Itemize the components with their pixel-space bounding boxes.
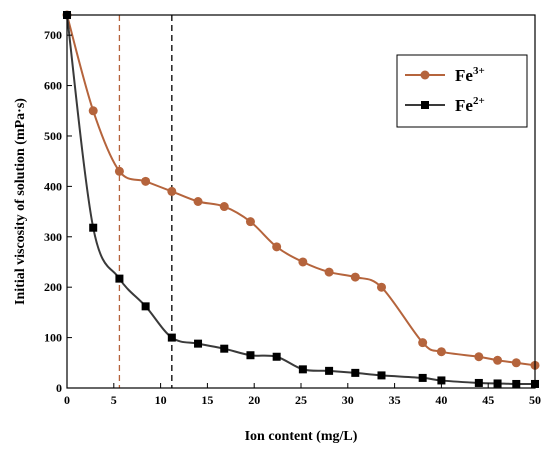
data-point [418, 373, 427, 382]
legend-marker [420, 70, 430, 80]
x-tick-label: 35 [389, 393, 401, 407]
x-axis-title: Ion content (mg/L) [245, 429, 358, 444]
data-point [298, 257, 308, 267]
data-point [493, 355, 503, 365]
data-point [377, 371, 386, 380]
legend-box [396, 54, 528, 128]
y-tick-label: 700 [44, 28, 62, 42]
x-tick-label: 20 [248, 393, 260, 407]
data-point [245, 217, 255, 227]
data-point [272, 242, 282, 252]
data-point [246, 351, 255, 360]
data-point [418, 338, 428, 348]
x-tick-label: 5 [111, 393, 117, 407]
data-point [474, 378, 483, 387]
y-tick-label: 300 [44, 230, 62, 244]
y-axis-title: Initial viscosity of solution (mPa·s) [13, 98, 28, 305]
x-tick-label: 0 [64, 393, 70, 407]
data-point [88, 106, 98, 116]
x-tick-label: 15 [201, 393, 213, 407]
series-layer [62, 10, 540, 388]
data-point [474, 352, 484, 362]
legend-marker [421, 101, 429, 109]
legend-label-sup: 3+ [473, 65, 485, 77]
data-point [325, 366, 334, 375]
legend-label-sup: 2+ [473, 95, 485, 107]
data-point [376, 282, 386, 292]
data-point [193, 197, 203, 206]
data-point [89, 223, 98, 232]
data-point [436, 347, 446, 357]
data-point [493, 379, 502, 388]
data-point [219, 202, 229, 212]
data-point [167, 186, 177, 196]
data-point [511, 358, 521, 368]
y-tick-label: 200 [44, 280, 62, 294]
y-tick-label: 0 [56, 381, 62, 395]
data-point [324, 267, 334, 277]
data-point [141, 302, 150, 311]
x-tick-label: 45 [482, 393, 494, 407]
data-point [114, 166, 124, 176]
data-point [115, 274, 124, 283]
y-axis: 0 100 200 300 400 500 600 700 [44, 28, 72, 395]
data-point [351, 368, 360, 377]
x-axis: 0 5 10 15 20 25 30 35 40 45 50 [64, 383, 541, 407]
x-tick-label: 10 [155, 393, 167, 407]
data-point [167, 333, 176, 342]
data-point [437, 376, 446, 385]
legend: Fe3+Fe2+ [396, 54, 528, 128]
y-tick-label: 600 [44, 79, 62, 93]
x-tick-label: 40 [435, 393, 447, 407]
data-point [141, 176, 151, 186]
reference-lines [118, 15, 173, 388]
y-tick-label: 400 [44, 179, 62, 193]
x-tick-label: 50 [529, 393, 541, 407]
series-0 [62, 10, 540, 370]
x-tick-label: 25 [295, 393, 307, 407]
y-tick-label: 100 [44, 331, 62, 345]
data-point [194, 339, 203, 348]
data-point [298, 365, 307, 374]
data-point [350, 272, 360, 282]
data-point [220, 344, 229, 353]
data-point [512, 379, 521, 388]
x-tick-label: 30 [342, 393, 354, 407]
y-tick-label: 500 [44, 129, 62, 143]
data-point [272, 352, 281, 361]
